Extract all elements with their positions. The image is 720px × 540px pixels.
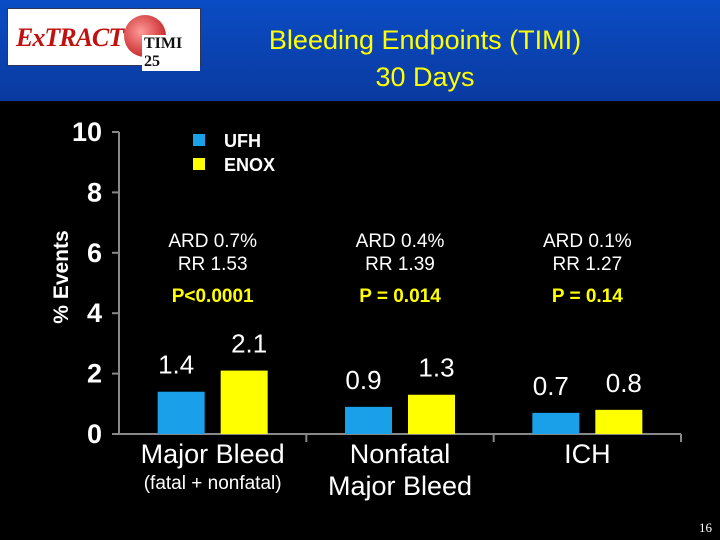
annotation-rr: RR 1.53 [178,254,248,275]
y-tick-label: 0 [87,419,102,449]
annotation-ard: ARD 0.1% [543,231,632,252]
y-tick-label: 8 [87,177,102,207]
logo-text: ExTRACT [16,23,124,52]
y-tick-label: 6 [87,238,102,268]
annotation-p-value: P<0.0001 [172,286,254,307]
legend-label-enox: ENOX [224,155,275,175]
category-label: Major Bleed [141,439,285,469]
y-tick-label: 4 [87,298,102,328]
slide-number: 16 [699,520,712,535]
bar-enox [595,409,643,434]
y-tick-label: 2 [87,359,102,389]
logo-sub: TIMI 25 [142,35,200,71]
data-label-enox: 0.8 [606,368,642,398]
annotation-rr: RR 1.27 [552,254,622,275]
category-sublabel: (fatal + nonfatal) [144,473,282,494]
data-label-ufh: 0.7 [533,371,569,401]
category-label: Major Bleed [328,471,472,501]
annotation-rr: RR 1.39 [365,254,435,275]
bar-ufh [532,412,580,434]
y-axis-label: % Events [50,230,73,323]
bar-enox [408,394,455,434]
legend-label-ufh: UFH [224,131,261,151]
bar-ufh [157,391,205,434]
title-line-1: Bleeding Endpoints (TIMI) [268,25,582,55]
extract-timi25-logo: ExTRACT TIMI 25 [7,8,201,71]
legend-swatch-enox [193,158,205,170]
annotation-p-value: P = 0.014 [359,286,441,307]
data-label-enox: 2.1 [231,329,267,359]
data-label-ufh: 0.9 [345,365,381,395]
annotation-p-value: P = 0.14 [552,286,623,307]
bar-ufh [345,406,392,434]
category-label: Nonfatal [350,439,451,469]
bar-chart: 0 2 4 6 8 10 % Events 1.4 2.1 ARD 0.7%RR 1.53 P<0.… [50,117,682,501]
slide-header: ExTRACT TIMI 25 Bleeding Endpoints (TIMI… [0,0,720,101]
y-tick-label: 10 [72,117,102,147]
bar-enox [220,370,268,434]
annotation-ard: ARD 0.4% [356,231,445,252]
data-label-enox: 1.3 [418,353,454,383]
data-label-ufh: 1.4 [158,350,194,380]
annotation-ard: ARD 0.7% [168,231,257,252]
legend-swatch-ufh [193,134,205,146]
category-label: ICH [564,439,611,469]
title-line-2: 30 Days [375,62,475,92]
slide-title: Bleeding Endpoints (TIMI) 30 Days [220,22,630,96]
